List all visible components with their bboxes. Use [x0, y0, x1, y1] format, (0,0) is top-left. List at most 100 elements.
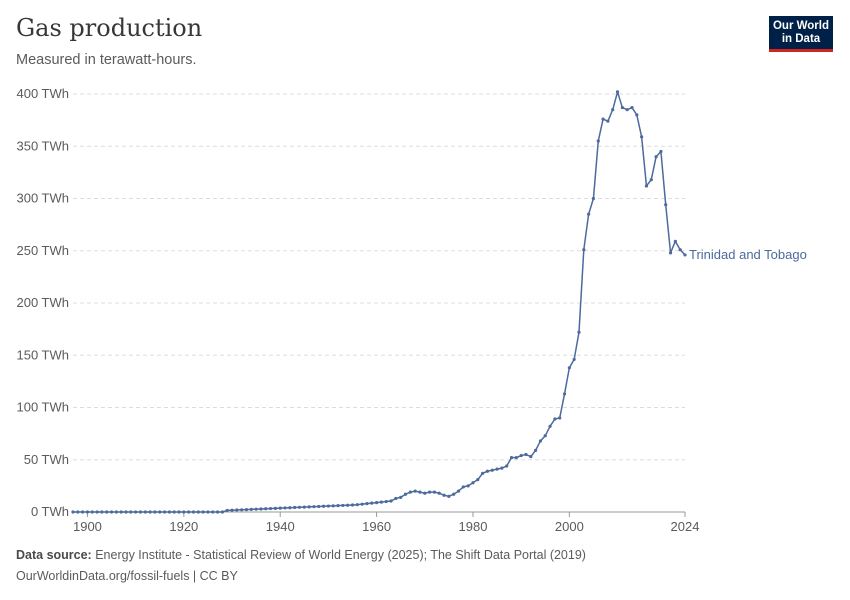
data-point[interactable] [408, 490, 412, 494]
data-point[interactable] [85, 510, 90, 514]
data-point[interactable] [384, 499, 388, 504]
data-point[interactable] [644, 184, 649, 188]
data-point[interactable] [167, 510, 171, 514]
data-point[interactable] [321, 504, 326, 508]
data-point[interactable] [240, 508, 244, 512]
data-point[interactable] [307, 505, 311, 509]
url-license-note[interactable]: OurWorldinData.org/fossil-fuels | CC BY [16, 569, 238, 583]
data-point[interactable] [346, 503, 350, 507]
data-point[interactable] [312, 505, 316, 509]
data-point[interactable] [191, 510, 196, 514]
data-point[interactable] [529, 455, 533, 459]
data-point[interactable] [254, 507, 258, 511]
data-point[interactable] [182, 510, 186, 514]
data-point[interactable] [389, 499, 393, 503]
data-point[interactable] [331, 504, 335, 508]
data-point[interactable] [664, 203, 668, 207]
data-point[interactable] [582, 248, 586, 252]
data-point[interactable] [403, 492, 408, 496]
data-point[interactable] [611, 108, 615, 112]
data-point[interactable] [678, 248, 682, 252]
data-point[interactable] [374, 500, 379, 505]
data-point[interactable] [235, 508, 239, 512]
data-point[interactable] [668, 251, 673, 255]
data-point[interactable] [452, 492, 456, 496]
data-point[interactable] [341, 503, 345, 508]
data-point[interactable] [596, 139, 600, 143]
data-point[interactable] [100, 510, 104, 514]
data-point[interactable] [187, 510, 191, 514]
data-point[interactable] [264, 507, 268, 511]
data-point[interactable] [427, 490, 432, 494]
data-point[interactable] [654, 155, 658, 159]
series-label[interactable]: Trinidad and Tobago [689, 247, 807, 262]
data-point[interactable] [567, 366, 571, 370]
data-point[interactable] [505, 464, 509, 468]
data-point[interactable] [109, 510, 114, 514]
data-point[interactable] [278, 506, 282, 510]
data-point[interactable] [615, 90, 620, 94]
data-point[interactable] [211, 510, 215, 514]
data-point[interactable] [370, 501, 374, 505]
data-point[interactable] [495, 467, 499, 471]
data-point[interactable] [90, 510, 94, 514]
data-point[interactable] [562, 392, 567, 396]
data-point[interactable] [288, 506, 292, 510]
data-point[interactable] [534, 448, 538, 452]
data-point[interactable] [500, 466, 504, 470]
data-point[interactable] [124, 510, 128, 514]
data-point[interactable] [317, 504, 321, 509]
data-point[interactable] [172, 510, 176, 514]
data-point[interactable] [293, 505, 297, 510]
data-point[interactable] [548, 424, 552, 428]
data-point[interactable] [360, 502, 364, 506]
data-point[interactable] [71, 510, 75, 514]
data-point[interactable] [95, 510, 99, 514]
data-point[interactable] [558, 416, 562, 420]
data-point[interactable] [471, 481, 475, 485]
data-point[interactable] [490, 468, 494, 472]
data-point[interactable] [153, 510, 157, 514]
data-point[interactable] [553, 417, 557, 421]
data-point[interactable] [461, 485, 465, 489]
data-point[interactable] [244, 507, 249, 512]
data-point[interactable] [225, 508, 229, 513]
data-point[interactable] [105, 510, 109, 514]
data-point[interactable] [485, 469, 490, 473]
data-point[interactable] [620, 105, 624, 110]
data-point[interactable] [606, 119, 610, 123]
data-point[interactable] [640, 135, 644, 139]
data-point[interactable] [143, 510, 147, 514]
data-point[interactable] [394, 496, 398, 501]
data-point[interactable] [577, 330, 581, 334]
data-point[interactable] [509, 456, 514, 460]
data-point[interactable] [162, 510, 167, 514]
data-point[interactable] [76, 510, 80, 514]
data-point[interactable] [379, 500, 384, 504]
data-point[interactable] [138, 510, 143, 514]
data-point[interactable] [519, 453, 523, 458]
data-point[interactable] [625, 108, 629, 112]
data-point[interactable] [134, 510, 138, 514]
data-point[interactable] [302, 505, 306, 509]
data-point[interactable] [591, 196, 596, 201]
data-point[interactable] [114, 510, 118, 514]
data-point[interactable] [514, 456, 518, 460]
data-point[interactable] [423, 491, 427, 495]
data-point[interactable] [399, 495, 403, 499]
data-point[interactable] [572, 357, 576, 362]
data-point[interactable] [177, 510, 181, 514]
data-point[interactable] [418, 490, 422, 494]
data-point[interactable] [230, 508, 234, 512]
data-point[interactable] [365, 502, 369, 506]
data-point[interactable] [297, 505, 302, 509]
data-point[interactable] [336, 504, 340, 508]
data-point[interactable] [326, 504, 331, 508]
data-point[interactable] [148, 510, 152, 514]
data-point[interactable] [81, 510, 85, 514]
data-point[interactable] [543, 434, 547, 438]
owid-logo[interactable]: Our World in Data [769, 16, 833, 52]
data-point[interactable] [673, 239, 677, 243]
data-point[interactable] [635, 113, 639, 117]
data-point[interactable] [158, 510, 162, 514]
